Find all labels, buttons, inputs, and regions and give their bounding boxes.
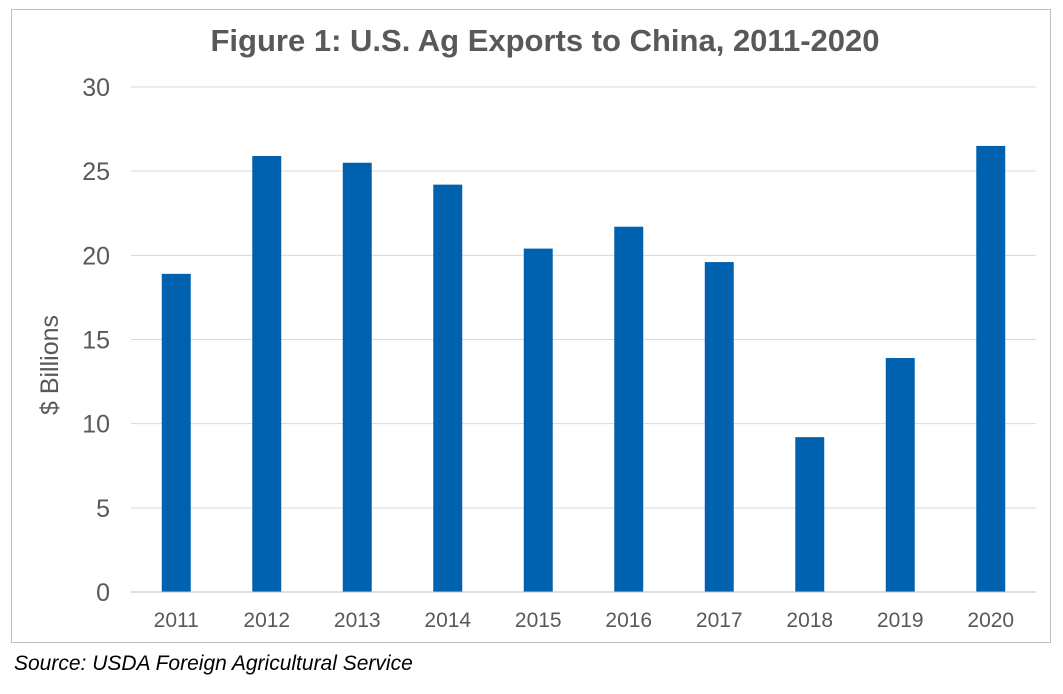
x-tick-label: 2017 bbox=[696, 609, 743, 632]
x-tick-label: 2020 bbox=[967, 609, 1014, 632]
x-tick-label: 2013 bbox=[334, 609, 381, 632]
bar-chart: Figure 1: U.S. Ag Exports to China, 2011… bbox=[36, 23, 1036, 632]
bar-2014 bbox=[433, 184, 463, 592]
x-tick-label: 2016 bbox=[605, 609, 652, 632]
x-tick-label: 2018 bbox=[786, 609, 833, 632]
x-tick-label: 2011 bbox=[154, 609, 199, 632]
y-tick-labels: 0 5 10 15 20 25 30 bbox=[82, 74, 110, 607]
y-tick-label: 25 bbox=[82, 158, 110, 186]
x-tick-labels: 2011 2012 2013 2014 2015 2016 2017 2018 2019 2020 bbox=[154, 609, 1014, 632]
y-axis-title: $ Billions bbox=[36, 315, 64, 415]
bar-2015 bbox=[523, 248, 553, 592]
y-tick-label: 5 bbox=[96, 495, 110, 523]
x-tick-label: 2012 bbox=[243, 609, 290, 632]
y-tick-label: 10 bbox=[82, 411, 110, 439]
bar-2012 bbox=[252, 156, 282, 592]
bar-2019 bbox=[885, 358, 915, 592]
bar-2018 bbox=[795, 437, 825, 592]
gridlines bbox=[131, 86, 1036, 509]
y-tick-label: 20 bbox=[82, 242, 110, 270]
source-note: Source: USDA Foreign Agricultural Servic… bbox=[14, 652, 413, 675]
chart-title: Figure 1: U.S. Ag Exports to China, 2011… bbox=[211, 23, 880, 58]
y-tick-label: 15 bbox=[82, 327, 110, 355]
bar-2020 bbox=[976, 145, 1006, 592]
y-tick-label: 30 bbox=[82, 74, 110, 102]
y-tick-label: 0 bbox=[96, 579, 110, 607]
bar-2016 bbox=[614, 226, 644, 592]
x-tick-label: 2019 bbox=[877, 609, 924, 632]
bar-2017 bbox=[704, 262, 734, 592]
x-tick-label: 2015 bbox=[515, 609, 562, 632]
bar-2013 bbox=[342, 162, 372, 592]
bars bbox=[161, 145, 1006, 592]
x-tick-label: 2014 bbox=[424, 609, 471, 632]
bar-2011 bbox=[161, 273, 191, 592]
